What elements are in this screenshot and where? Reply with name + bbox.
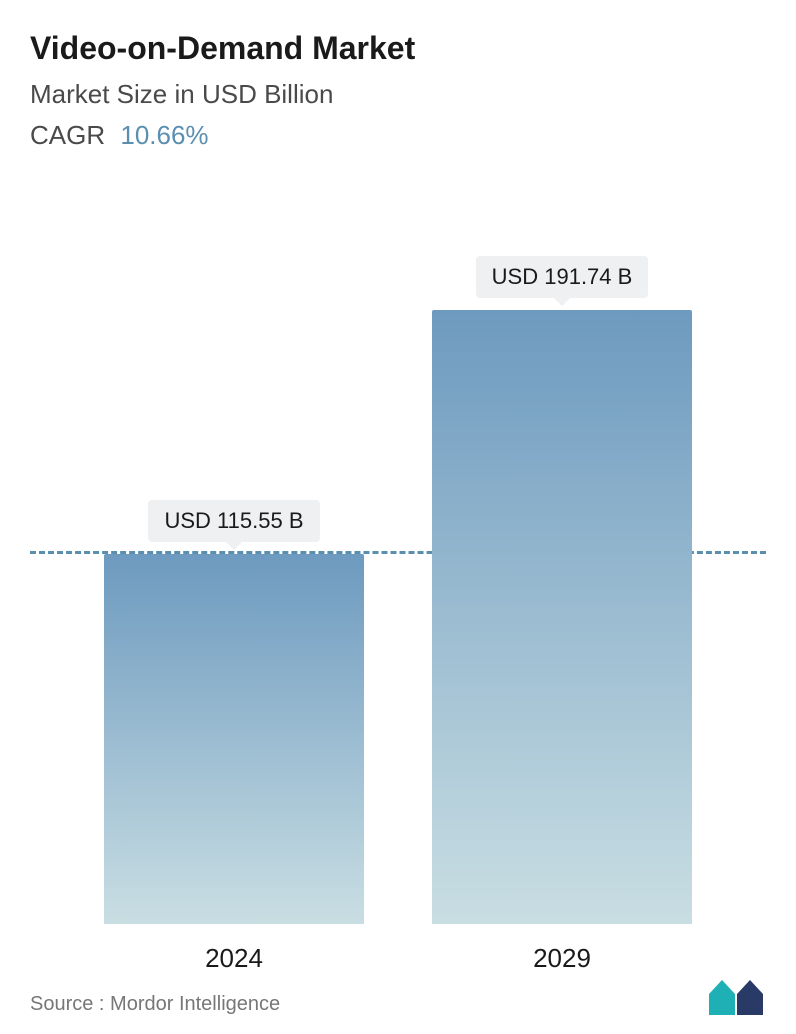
bars-wrap: USD 115.55 BUSD 191.74 B bbox=[30, 284, 766, 924]
chart-area: USD 115.55 BUSD 191.74 B 20242029 bbox=[30, 201, 766, 1034]
x-axis-label: 2024 bbox=[104, 943, 364, 974]
value-badge: USD 115.55 B bbox=[148, 500, 319, 542]
bar bbox=[104, 554, 364, 924]
chart-container: Video-on-Demand Market Market Size in US… bbox=[0, 0, 796, 1034]
chart-title: Video-on-Demand Market bbox=[30, 30, 766, 67]
cagr-value: 10.66% bbox=[120, 120, 208, 150]
cagr-label: CAGR bbox=[30, 120, 105, 150]
bar-group: USD 191.74 B bbox=[432, 256, 692, 924]
cagr-row: CAGR 10.66% bbox=[30, 120, 766, 151]
bar-group: USD 115.55 B bbox=[104, 500, 364, 924]
chart-footer: Source : Mordor Intelligence bbox=[30, 976, 766, 1016]
chart-subtitle: Market Size in USD Billion bbox=[30, 79, 766, 110]
brand-logo-icon bbox=[708, 976, 766, 1016]
bar bbox=[432, 310, 692, 924]
x-axis-label: 2029 bbox=[432, 943, 692, 974]
x-axis-labels: 2024 2029 bbox=[30, 943, 766, 974]
source-text: Source : Mordor Intelligence bbox=[30, 993, 280, 1016]
value-badge: USD 191.74 B bbox=[476, 256, 649, 298]
